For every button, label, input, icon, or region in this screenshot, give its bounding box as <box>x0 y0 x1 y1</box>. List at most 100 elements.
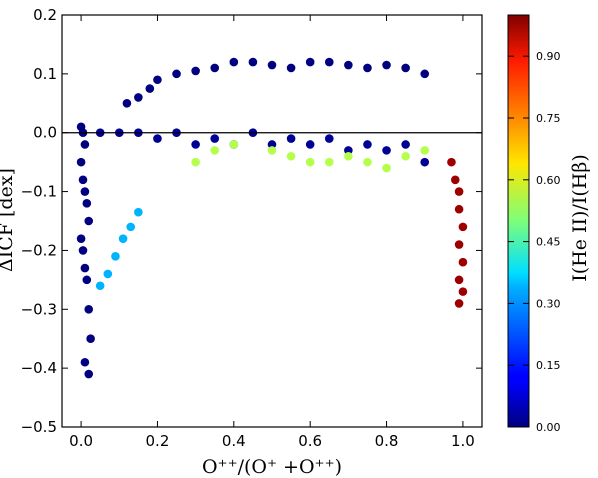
data-point <box>286 63 296 73</box>
data-point <box>363 140 372 149</box>
data-point <box>80 357 90 367</box>
data-point <box>103 269 113 279</box>
data-point <box>363 63 372 73</box>
data-point <box>454 187 464 196</box>
data-point <box>126 222 136 232</box>
data-point <box>229 140 239 149</box>
data-point <box>267 140 277 149</box>
data-point <box>122 98 132 108</box>
data-point <box>450 175 460 185</box>
data-point <box>134 93 143 102</box>
data-point <box>78 175 88 185</box>
data-point <box>286 151 296 161</box>
data-point <box>267 146 277 155</box>
x-axis-ticks: 0.0 0.2 0.4 0.6 0.8 1.0 <box>69 15 475 450</box>
data-point <box>153 75 162 85</box>
data-point <box>76 234 86 243</box>
data-point <box>84 304 94 314</box>
y-tick-label: −0.4 <box>21 359 57 377</box>
data-point <box>382 60 391 70</box>
data-point <box>454 204 464 214</box>
data-point <box>401 63 410 73</box>
data-point <box>153 134 162 143</box>
data-point <box>82 199 92 208</box>
data-point <box>82 275 92 285</box>
data-point <box>458 222 468 232</box>
data-point <box>134 207 143 217</box>
data-point <box>454 275 464 285</box>
data-point <box>118 234 128 243</box>
colorbar-tick-label: 0.60 <box>536 174 561 187</box>
data-point <box>344 151 353 161</box>
y-tick-label: −0.3 <box>21 300 57 318</box>
data-point <box>324 57 334 67</box>
data-point <box>382 146 391 155</box>
colorbar-tick-label: 0.15 <box>536 359 561 372</box>
data-point <box>344 146 353 155</box>
x-tick-label: 1.0 <box>451 432 475 450</box>
data-point <box>344 60 353 70</box>
data-point <box>84 216 94 226</box>
data-point <box>191 66 200 76</box>
y-axis-label: ΔICF [dex] <box>0 168 17 272</box>
data-point <box>229 57 239 67</box>
data-point <box>305 140 315 149</box>
x-axis-label: O⁺⁺/(O⁺ +O⁺⁺) <box>202 456 342 478</box>
data-point <box>363 157 372 167</box>
data-point <box>420 146 430 155</box>
data-point <box>454 240 464 249</box>
data-point <box>458 257 468 267</box>
data-point <box>80 187 90 196</box>
data-point <box>191 157 200 167</box>
data-point <box>80 140 90 149</box>
x-tick-label: 0.4 <box>222 432 246 450</box>
y-tick-label: 0.2 <box>33 6 57 24</box>
x-tick-label: 0.8 <box>375 432 399 450</box>
y-tick-label: 0.0 <box>33 124 57 142</box>
data-point <box>210 134 220 143</box>
data-point <box>191 140 200 149</box>
data-point <box>145 84 155 93</box>
plot-frame <box>61 14 483 428</box>
colorbar-tick-label: 0.90 <box>536 50 561 63</box>
data-point <box>95 281 105 291</box>
data-point <box>305 57 315 67</box>
data-point <box>86 334 95 344</box>
colorbar-tick-label: 0.45 <box>536 236 561 249</box>
data-point <box>305 157 315 167</box>
data-point <box>210 146 220 155</box>
data-point <box>447 157 456 167</box>
data-point <box>382 163 391 173</box>
data-point <box>401 151 410 161</box>
colorbar-label: I(He II)/I(Hβ) <box>569 154 591 281</box>
data-point <box>111 252 120 261</box>
data-point <box>78 246 88 255</box>
colorbar-ticks: 0.00 0.15 0.30 0.45 0.60 0.75 0.90 <box>508 50 561 434</box>
data-point <box>76 157 86 167</box>
y-tick-label: −0.5 <box>21 418 57 436</box>
data-point <box>454 299 464 308</box>
data-point <box>420 157 430 167</box>
y-tick-label: −0.2 <box>21 241 57 259</box>
y-tick-label: −0.1 <box>21 183 57 201</box>
data-point <box>248 57 258 67</box>
data-point <box>172 69 181 79</box>
colorbar-tick-label: 0.00 <box>536 421 561 434</box>
x-tick-label: 0.0 <box>69 432 93 450</box>
data-point <box>401 140 410 149</box>
data-point <box>267 60 277 70</box>
data-point <box>80 263 90 273</box>
x-tick-label: 0.2 <box>146 432 170 450</box>
data-point <box>210 63 220 73</box>
x-tick-label: 0.6 <box>298 432 322 450</box>
colorbar-tick-label: 0.30 <box>536 297 561 310</box>
colorbar-tick-label: 0.75 <box>536 112 561 125</box>
data-point <box>458 287 468 296</box>
data-point <box>286 134 296 143</box>
y-axis-ticks: 0.2 0.1 0.0 −0.1 −0.2 −0.3 −0.4 −0.5 <box>21 6 482 436</box>
data-point <box>324 157 334 167</box>
data-point <box>84 369 94 379</box>
data-point <box>324 134 334 143</box>
data-point <box>420 69 430 79</box>
data-points <box>76 57 468 379</box>
